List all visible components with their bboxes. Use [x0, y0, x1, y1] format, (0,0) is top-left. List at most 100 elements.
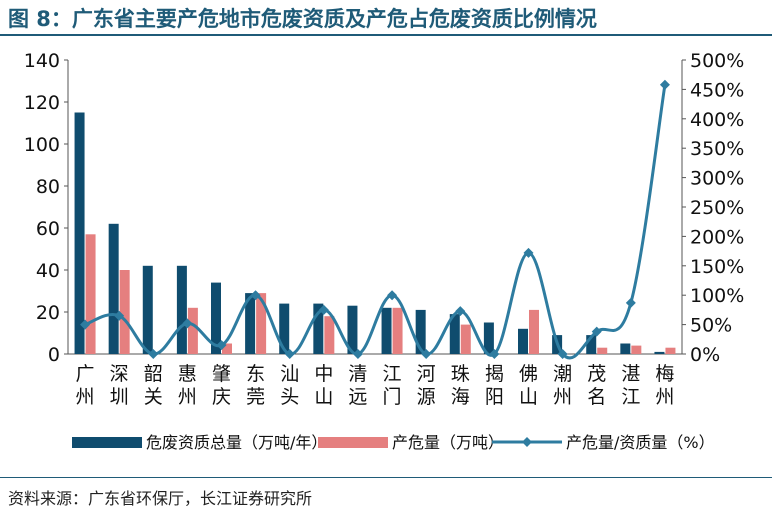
legend-label: 产危量/资质量（%） — [566, 433, 715, 452]
bar-hazwaste-generated — [85, 234, 96, 354]
x-category-label: 门 — [383, 386, 402, 408]
bar-hazwaste-generated — [392, 307, 403, 354]
bar-qualification-total — [313, 303, 324, 354]
x-category-label: 州 — [76, 386, 95, 408]
bar-qualification-total — [245, 293, 256, 354]
bar-hazwaste-generated — [597, 347, 608, 354]
x-category-label: 阳 — [485, 386, 504, 408]
x-category-label: 源 — [417, 386, 436, 408]
bar-qualification-total — [586, 335, 597, 354]
bar-hazwaste-generated — [119, 270, 130, 354]
bar-hazwaste-generated — [256, 293, 267, 354]
x-category-label: 深 — [110, 363, 129, 385]
y-left-tick-label: 0 — [48, 344, 60, 366]
y-right-tick-label: 0% — [690, 344, 720, 366]
bar-qualification-total — [347, 305, 358, 354]
x-category-label: 茂 — [587, 363, 606, 385]
y-right-tick-label: 500% — [690, 50, 744, 72]
legend-swatch-bar — [318, 437, 388, 448]
y-left-tick-label: 120 — [24, 92, 60, 114]
legend-swatch-bar — [72, 437, 142, 448]
x-category-label: 山 — [519, 386, 538, 408]
x-category-label: 莞 — [246, 386, 265, 408]
line-ratio-point — [523, 247, 534, 258]
bar-hazwaste-generated — [529, 309, 539, 354]
bar-qualification-total — [654, 351, 665, 354]
x-category-label: 头 — [280, 386, 299, 408]
y-right-tick-label: 200% — [690, 226, 744, 248]
x-category-label: 汕 — [280, 363, 299, 385]
x-category-label: 湛 — [621, 363, 640, 385]
line-ratio-point — [352, 349, 363, 359]
x-category-label: 州 — [178, 386, 197, 408]
bar-qualification-total — [381, 307, 392, 354]
bar-qualification-total — [74, 112, 85, 354]
x-category-label: 潮 — [553, 363, 572, 385]
x-category-label: 肇 — [212, 363, 231, 385]
line-ratio-point — [114, 310, 125, 321]
line-ratio-point — [387, 290, 398, 301]
line-ratio-point — [80, 319, 91, 330]
x-category-label: 梅 — [655, 363, 674, 385]
bar-hazwaste-generated — [665, 347, 676, 354]
bar-qualification-total — [518, 328, 528, 354]
line-ratio-point — [455, 306, 466, 317]
bar-qualification-total — [108, 223, 119, 354]
x-category-label: 州 — [655, 386, 674, 408]
x-category-label: 远 — [348, 386, 367, 408]
line-ratio-point — [148, 349, 159, 359]
y-right-tick-label: 250% — [690, 197, 744, 219]
line-ratio-path — [84, 84, 667, 360]
x-category-label: 关 — [144, 386, 163, 408]
x-category-label: 广 — [76, 363, 95, 385]
line-ratio-point — [625, 297, 636, 308]
line-ratio-point — [250, 290, 261, 301]
chart-line-series — [80, 79, 670, 360]
y-right-tick-label: 150% — [690, 256, 744, 278]
x-category-label: 州 — [553, 386, 572, 408]
source-rule — [0, 477, 772, 478]
legend-swatch-marker — [522, 437, 532, 447]
x-category-label: 江 — [621, 386, 640, 408]
chart: 0 20 40 60 80 100 120 140 0% 50% 100% 150% 200% 250% 3… — [24, 50, 745, 452]
bar-qualification-total — [142, 265, 153, 354]
line-ratio-point — [591, 326, 602, 337]
legend-label: 危废资质总量（万吨/年） — [146, 433, 327, 452]
line-ratio-point — [557, 349, 568, 359]
line-ratio-point — [318, 304, 329, 315]
bar-hazwaste-generated — [222, 343, 232, 354]
bar-qualification-total — [211, 282, 221, 354]
line-ratio-point — [659, 79, 670, 90]
chart-legend: 危废资质总量（万吨/年） 产危量（万吨） 产危量/资质量（%） — [72, 433, 715, 452]
x-category-label: 韶 — [144, 363, 163, 385]
figure-title: 图 8：广东省主要产危地市危废资质及产危占危废资质比例情况 — [8, 7, 597, 31]
line-ratio-point — [421, 349, 432, 359]
title-rule — [0, 34, 772, 36]
bar-qualification-total — [449, 314, 460, 354]
x-category-label: 珠 — [451, 363, 470, 385]
legend-label: 产危量（万吨） — [392, 433, 504, 452]
bar-hazwaste-generated — [324, 316, 335, 354]
y-left-tick-label: 80 — [36, 176, 60, 198]
x-category-label: 庆 — [212, 386, 231, 408]
line-ratio-point — [182, 318, 193, 329]
x-category-label: 揭 — [485, 363, 504, 385]
x-category-label: 海 — [451, 386, 470, 408]
x-category-label: 清 — [348, 363, 367, 385]
x-category-label: 佛 — [519, 363, 538, 385]
line-ratio-point — [489, 349, 500, 359]
bar-hazwaste-generated — [187, 307, 198, 354]
chart-axes: 0 20 40 60 80 100 120 140 0% 50% 100% 150% 200% 250% 3… — [24, 50, 745, 366]
x-category-label: 圳 — [110, 386, 129, 408]
x-category-label: 山 — [314, 386, 333, 408]
y-right-tick-label: 50% — [690, 315, 732, 337]
bar-hazwaste-generated — [460, 324, 471, 354]
x-category-label: 名 — [587, 386, 606, 408]
x-category-label: 河 — [417, 363, 436, 385]
source-note: 资料来源：广东省环保厅，长江证券研究所 — [8, 489, 313, 508]
x-category-label: 中 — [314, 363, 333, 385]
x-category-label: 惠 — [178, 363, 197, 385]
x-category-label: 江 — [383, 363, 402, 385]
line-ratio-point — [284, 349, 295, 359]
y-left-tick-label: 40 — [36, 260, 60, 282]
